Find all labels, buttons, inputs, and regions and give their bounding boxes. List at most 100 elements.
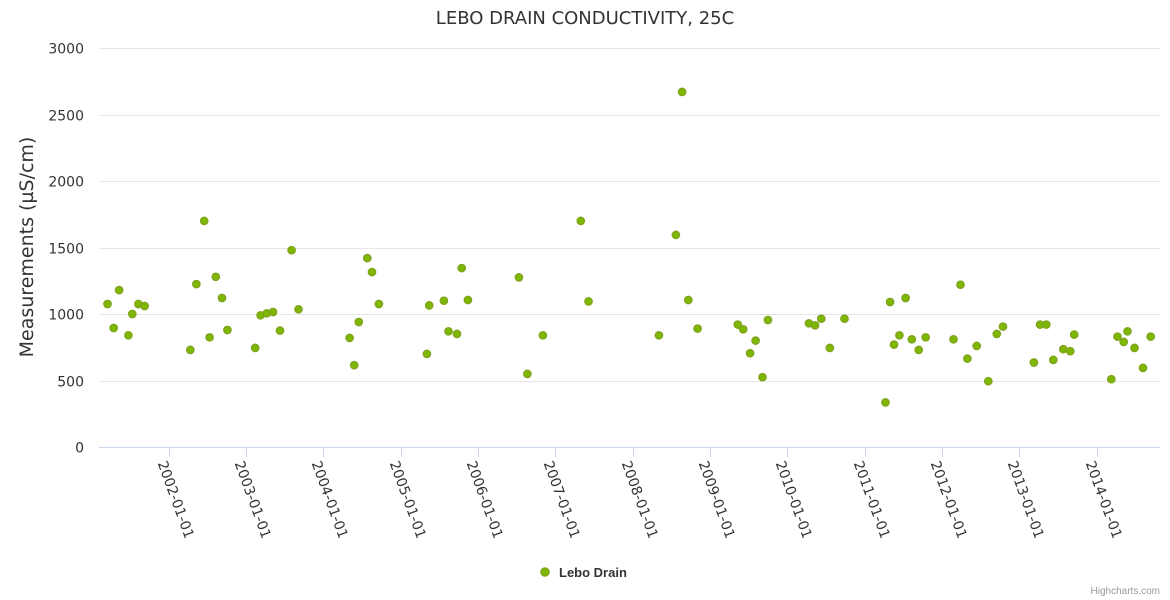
data-point[interactable] [439,296,449,306]
data-point[interactable] [349,360,359,370]
data-point[interactable] [671,230,681,240]
data-point[interactable] [751,336,760,345]
data-point[interactable] [956,280,965,290]
legend-marker [540,567,550,577]
data-point[interactable] [1130,343,1139,353]
data-point[interactable] [889,340,899,349]
x-tick-label: 2014-01-01 [1082,459,1125,541]
data-point[interactable] [192,279,201,289]
data-point[interactable] [367,267,377,277]
y-gridlines [99,48,1160,382]
y-tick-label: 0 [75,441,84,457]
data-point[interactable] [127,309,137,319]
legend[interactable]: Lebo Drain [540,565,627,580]
x-tick-label: 2009-01-01 [695,459,738,541]
data-point[interactable] [683,295,693,305]
data-point[interactable] [103,299,112,309]
data-point[interactable] [1123,326,1132,336]
data-point[interactable] [205,332,214,342]
y-tick-label: 2000 [48,175,84,191]
data-point[interactable] [998,322,1008,331]
chart-title: LEBO DRAIN CONDUCTIVITY, 25C [436,8,734,29]
data-point[interactable] [901,293,910,303]
x-tick-label: 2006-01-01 [463,459,506,541]
data-point[interactable] [1058,344,1068,354]
data-point[interactable] [514,273,524,282]
data-point[interactable] [584,297,593,306]
data-point[interactable] [810,320,820,330]
data-point[interactable] [1029,358,1039,367]
data-point[interactable] [463,295,473,305]
data-point[interactable] [523,369,532,379]
data-point[interactable] [345,333,354,343]
data-point[interactable] [457,263,467,273]
data-point[interactable] [763,315,773,325]
data-point[interactable] [211,272,221,282]
data-point[interactable] [914,345,924,355]
data-point[interactable] [275,326,285,335]
data-point[interactable] [949,334,958,344]
data-point[interactable] [1065,346,1075,356]
legend-item-lebo-drain[interactable]: Lebo Drain [559,565,627,580]
credits-link[interactable]: Highcharts.com [1091,586,1160,597]
data-point[interactable] [538,330,548,340]
data-point[interactable] [250,343,260,353]
data-point[interactable] [422,349,432,359]
y-axis-label: Measurements (µS/cm) [16,137,38,358]
x-tick-label: 2005-01-01 [386,459,429,541]
data-point[interactable] [294,304,303,314]
data-point[interactable] [1138,363,1148,373]
series-lebo-drain-points [103,87,1156,407]
y-tick-label: 500 [57,375,84,391]
data-point[interactable] [1048,355,1058,365]
data-point[interactable] [362,253,372,263]
data-point[interactable] [654,330,664,340]
data-point[interactable] [816,314,826,324]
x-tick-label: 2013-01-01 [1004,459,1047,541]
data-point[interactable] [223,325,232,335]
data-point[interactable] [576,216,586,226]
data-point[interactable] [185,345,195,355]
data-point[interactable] [114,285,124,295]
data-point[interactable] [1146,332,1156,341]
data-point[interactable] [963,354,972,363]
y-tick-label: 2500 [48,109,84,125]
data-point[interactable] [1041,320,1051,329]
data-point[interactable] [885,297,895,307]
data-point[interactable] [1113,332,1122,341]
data-point[interactable] [921,332,931,342]
x-tick-label: 2002-01-01 [154,459,197,541]
data-point[interactable] [354,317,364,327]
data-point[interactable] [972,341,982,351]
data-point[interactable] [374,299,384,309]
data-point[interactable] [1069,330,1079,339]
data-point[interactable] [140,301,149,311]
data-point[interactable] [983,376,993,386]
data-point[interactable] [738,324,748,334]
data-point[interactable] [217,293,227,303]
data-point[interactable] [1119,337,1129,347]
data-point[interactable] [452,329,462,339]
data-point[interactable] [825,343,835,353]
data-point[interactable] [992,329,1002,339]
data-point[interactable] [1106,374,1116,384]
data-point[interactable] [287,245,296,255]
data-point[interactable] [109,323,119,333]
data-point[interactable] [268,307,278,317]
x-tick-label: 2012-01-01 [927,459,970,541]
data-point[interactable] [733,320,743,329]
data-point[interactable] [758,372,767,382]
data-point[interactable] [444,326,453,336]
data-point[interactable] [907,334,917,344]
data-point[interactable] [124,330,133,340]
data-point[interactable] [745,348,755,358]
data-point[interactable] [424,301,434,310]
data-point[interactable] [677,87,687,97]
data-point[interactable] [693,324,702,333]
data-point[interactable] [895,330,904,340]
data-point[interactable] [199,216,209,226]
data-point[interactable] [881,398,890,407]
data-point[interactable] [840,314,849,324]
x-tick-label: 2003-01-01 [231,459,274,541]
